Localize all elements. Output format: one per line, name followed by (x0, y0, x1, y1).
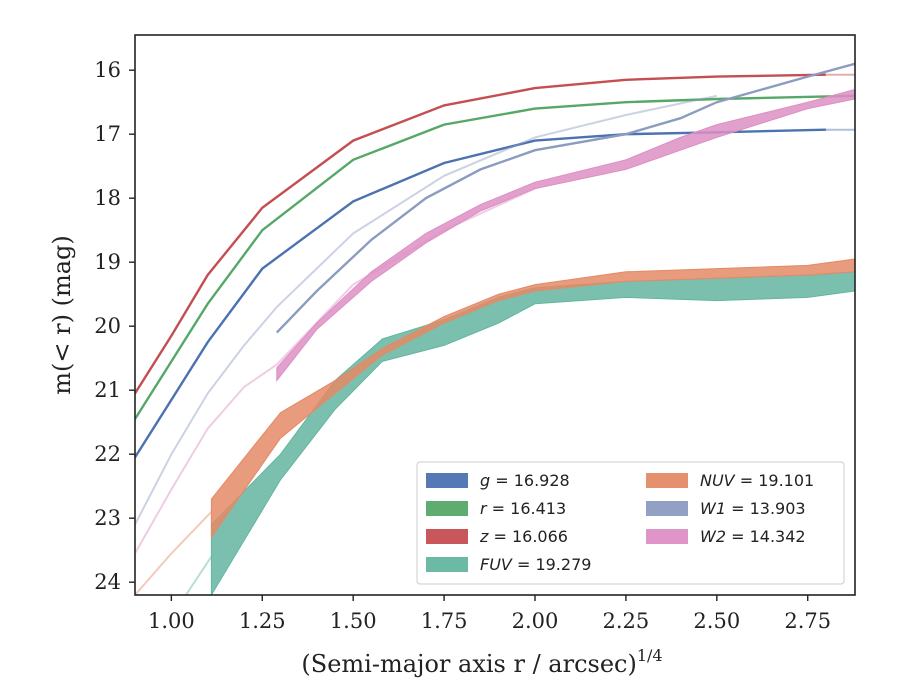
x-axis: 1.00 1.25 1.50 1.75 2.00 2.25 2.50 2.75 (148, 595, 831, 633)
y-tick-label: 24 (94, 570, 121, 594)
legend-label-w2: W2 = 14.342 (700, 527, 806, 546)
x-tick-label: 1.75 (421, 609, 468, 633)
x-tick-label: 2.25 (603, 609, 650, 633)
legend-label-r: r = 16.413 (480, 499, 566, 518)
series-nuv-band (210, 258, 855, 539)
legend-swatch-fuv (426, 557, 468, 572)
y-tick-label: 23 (94, 506, 121, 530)
plot-area (135, 62, 855, 595)
x-tick-label: 1.50 (330, 609, 377, 633)
legend-swatch-g (426, 473, 468, 488)
series-w2-band (276, 88, 855, 383)
x-axis-label-power: 1/4 (637, 646, 663, 665)
x-tick-label: 2.50 (693, 609, 740, 633)
legend-swatch-nuv (646, 473, 688, 488)
legend-label-fuv: FUV = 19.279 (480, 555, 591, 574)
y-axis: 16 17 18 19 20 21 22 23 24 (94, 58, 135, 594)
series-z-line (135, 73, 826, 395)
series-w1-faded-line (135, 94, 718, 526)
legend-swatch-z (426, 529, 468, 544)
y-tick-label: 20 (94, 314, 121, 338)
y-axis-label: m(< r) (mag) (48, 235, 76, 394)
plot-frame (134, 34, 856, 596)
legend-swatch-r (426, 501, 468, 516)
y-tick-label: 16 (94, 58, 121, 82)
y-tick-label: 21 (94, 378, 121, 402)
legend-label-z: z = 16.066 (479, 527, 568, 546)
x-tick-label: 2.00 (512, 609, 559, 633)
x-tick-label: 2.75 (784, 609, 831, 633)
series-w1-line (275, 62, 855, 334)
legend: g = 16.928 r = 16.413 z = 16.066 FUV = 19.2… (416, 461, 845, 585)
y-tick-label: 19 (94, 250, 121, 274)
y-tick-label: 17 (94, 122, 121, 146)
series-fuv-faded-line (185, 556, 213, 595)
legend-label-w1: W1 = 13.903 (700, 499, 806, 518)
legend-box (416, 461, 845, 585)
y-tick-label: 22 (94, 442, 121, 466)
series-fuv-band (210, 271, 855, 595)
legend-label-g: g = 16.928 (480, 471, 570, 490)
legend-label-nuv: NUV = 19.101 (700, 471, 814, 490)
legend-swatch-w1 (646, 501, 688, 516)
y-tick-label: 18 (94, 186, 121, 210)
legend-swatch-w2 (646, 529, 688, 544)
series-g-line (135, 128, 826, 459)
x-tick-label: 1.25 (239, 609, 286, 633)
series-nuv-faded-line (135, 511, 213, 595)
series-r-line (135, 94, 855, 420)
x-axis-label: (Semi-major axis r / arcsec)1/4 (301, 646, 662, 678)
x-tick-label: 1.00 (148, 609, 195, 633)
